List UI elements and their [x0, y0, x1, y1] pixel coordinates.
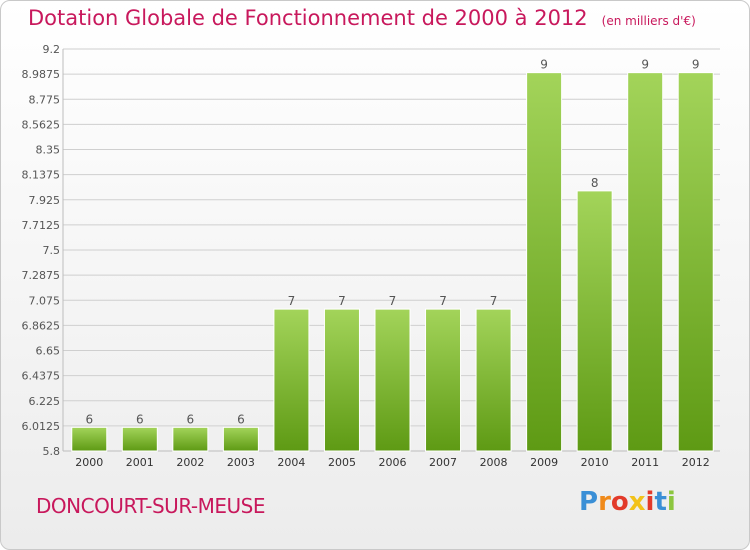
y-tick-label: 8.1375 — [22, 169, 61, 182]
bar-2005 — [323, 308, 360, 452]
y-tick-label: 6.65 — [36, 345, 61, 358]
data-label: 6 — [136, 412, 144, 426]
bar-2007 — [425, 308, 462, 452]
y-tick-label: 6.0125 — [22, 420, 61, 433]
data-label: 6 — [85, 412, 93, 426]
data-label: 9 — [641, 58, 649, 72]
logo-letter: P — [579, 487, 599, 517]
data-label: 7 — [439, 294, 447, 308]
logo-letter: i — [645, 487, 655, 517]
x-tick-label: 2008 — [480, 456, 508, 469]
y-tick-label: 6.4375 — [22, 370, 61, 383]
logo-letter: r — [598, 487, 611, 517]
data-label: 7 — [490, 294, 498, 308]
bar-2009 — [526, 72, 563, 452]
x-tick-label: 2003 — [227, 456, 255, 469]
x-tick-label: 2002 — [176, 456, 204, 469]
y-tick-label: 8.5625 — [22, 118, 61, 131]
bar-2001 — [121, 426, 158, 452]
logo-letter: o — [610, 487, 629, 517]
x-tick-label: 2012 — [682, 456, 710, 469]
chart-title: Dotation Globale de Fonctionnement de 20… — [28, 6, 696, 30]
x-tick-label: 2010 — [581, 456, 609, 469]
y-tick-label: 6.8625 — [22, 319, 61, 332]
y-tick-label: 7.2875 — [22, 269, 61, 282]
x-tick-label: 2004 — [277, 456, 305, 469]
logo-letter: i — [666, 487, 676, 517]
x-axis-labels: 2000 2001 2002 2003 2004 2005 2006 2007 2008 2009… — [75, 456, 709, 469]
data-label: 6 — [237, 412, 245, 426]
x-tick-label: 2005 — [328, 456, 356, 469]
data-label: 8 — [591, 176, 599, 190]
x-tick-label: 2009 — [530, 456, 558, 469]
y-tick-label: 6.225 — [29, 395, 61, 408]
data-label: 7 — [288, 294, 296, 308]
x-tick-label: 2007 — [429, 456, 457, 469]
proxiti-logo: Proxiti — [579, 487, 676, 517]
data-label: 6 — [187, 412, 195, 426]
y-tick-label: 8.775 — [29, 93, 61, 106]
x-tick-label: 2011 — [631, 456, 659, 469]
y-tick-label: 9.2 — [43, 43, 61, 56]
data-label: 9 — [540, 58, 548, 72]
bar-2012 — [677, 72, 714, 452]
bars: 6 6 6 6 7 7 7 7 7 9 8 9 9 — [71, 58, 714, 452]
logo-letter: x — [628, 487, 646, 517]
bar-2000 — [71, 426, 108, 452]
y-tick-label: 7.7125 — [22, 219, 61, 232]
bar-2008 — [475, 308, 512, 452]
y-tick-label: 7.925 — [29, 194, 61, 207]
bar-2003 — [222, 426, 259, 452]
bar-2004 — [273, 308, 310, 452]
logo-letter: t — [654, 487, 667, 517]
bar-2002 — [172, 426, 209, 452]
data-label: 7 — [389, 294, 397, 308]
x-tick-label: 2001 — [126, 456, 154, 469]
bar-2006 — [374, 308, 411, 452]
bar-2011 — [627, 72, 664, 452]
commune-name: DONCOURT-SUR-MEUSE — [36, 494, 266, 518]
y-tick-label: 7.5 — [43, 244, 61, 257]
data-label: 7 — [338, 294, 346, 308]
unit-text: (en milliers d'€) — [601, 14, 696, 28]
y-tick-label: 8.35 — [36, 144, 61, 157]
bar-2010 — [576, 190, 613, 452]
x-tick-label: 2000 — [75, 456, 103, 469]
y-axis-labels: 9.2 8.9875 8.775 8.5625 8.35 8.1375 7.925 7.712… — [22, 43, 61, 458]
data-label: 9 — [692, 58, 700, 72]
y-tick-label: 7.075 — [29, 294, 61, 307]
title-text: Dotation Globale de Fonctionnement de 20… — [28, 6, 588, 30]
y-tick-label: 5.8 — [43, 445, 61, 458]
y-tick-label: 8.9875 — [22, 68, 61, 81]
x-tick-label: 2006 — [379, 456, 407, 469]
